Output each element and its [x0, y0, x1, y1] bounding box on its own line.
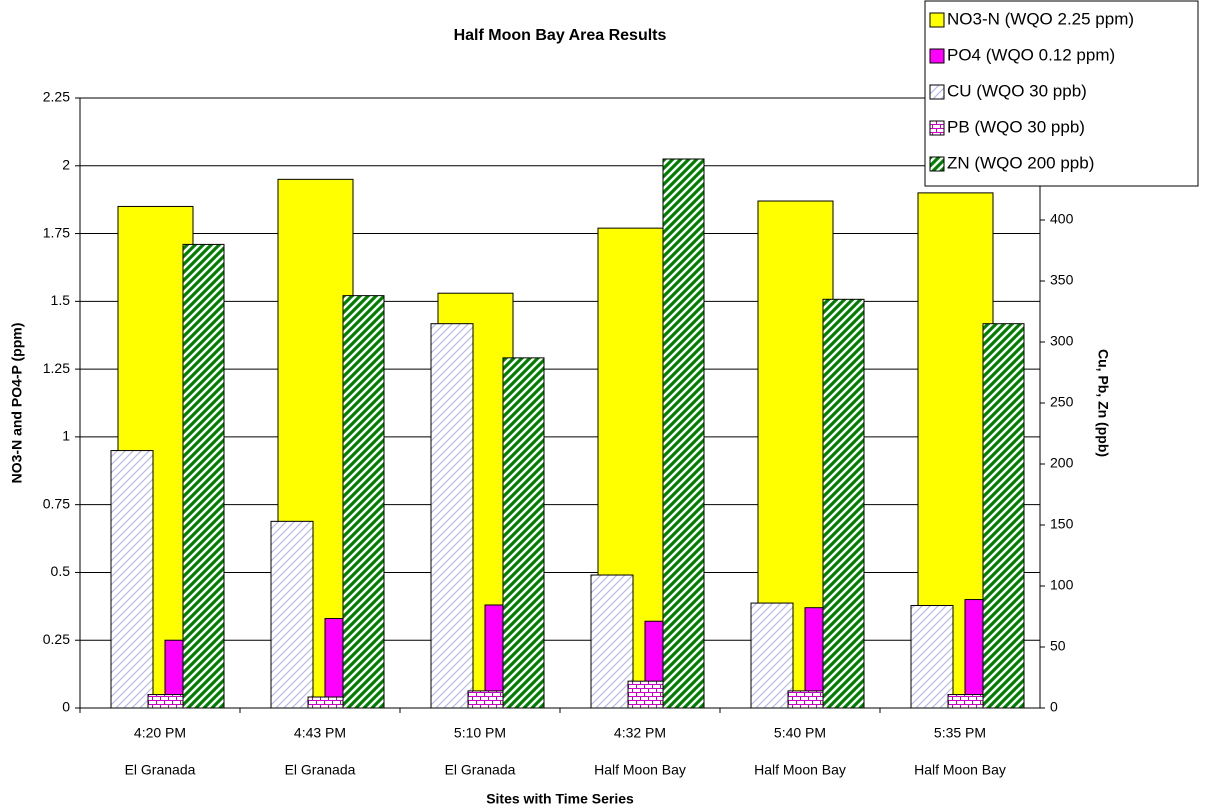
x-group-label: El Granada — [125, 762, 196, 778]
y-tick-label: 1.25 — [43, 360, 70, 376]
legend-label: ZN (WQO 200 ppb) — [947, 153, 1094, 172]
bar — [110, 450, 154, 709]
bar — [430, 323, 474, 709]
y2-tick-label: 150 — [1050, 516, 1074, 532]
bar — [342, 295, 385, 709]
x-group-label: El Granada — [285, 762, 356, 778]
bar — [627, 680, 664, 709]
bar — [324, 618, 344, 709]
legend-label: CU (WQO 30 ppb) — [947, 81, 1087, 100]
y2-tick-label: 400 — [1050, 211, 1074, 227]
y2-tick-label: 250 — [1050, 394, 1074, 410]
bar — [270, 520, 314, 709]
bar — [964, 599, 984, 709]
x-group-label: Half Moon Bay — [914, 762, 1006, 778]
legend-swatch — [929, 120, 945, 136]
x-group-label: El Granada — [445, 762, 516, 778]
x-tick-label: 4:32 PM — [614, 725, 666, 741]
y-tick-label: 2 — [62, 156, 70, 172]
bar — [787, 690, 824, 709]
y-tick-label: 1.5 — [51, 292, 71, 308]
y2-tick-label: 100 — [1050, 577, 1074, 593]
y-tick-label: 0 — [62, 699, 70, 715]
legend-swatch — [929, 12, 945, 28]
bar — [750, 602, 794, 709]
y2-axis-title: Cu, Pb, Zn (ppb) — [1095, 349, 1111, 457]
bar — [307, 696, 344, 709]
y-tick-label: 0.75 — [43, 495, 70, 511]
legend-label: PB (WQO 30 ppb) — [947, 117, 1085, 136]
legend-swatch — [929, 84, 945, 100]
bar — [590, 574, 634, 709]
legend-label: PO4 (WQO 0.12 ppm) — [947, 45, 1115, 64]
y-tick-label: 2.25 — [43, 89, 70, 105]
y2-tick-label: 300 — [1050, 333, 1074, 349]
bar — [147, 694, 184, 709]
x-tick-label: 4:43 PM — [294, 725, 346, 741]
x-tick-label: 5:35 PM — [934, 725, 986, 741]
y2-tick-label: 50 — [1050, 638, 1066, 654]
bar — [502, 357, 545, 709]
legend-swatch — [929, 156, 945, 172]
bar — [910, 605, 954, 709]
x-group-label: Half Moon Bay — [754, 762, 846, 778]
bar — [467, 690, 504, 709]
legend-swatch — [929, 48, 945, 64]
bar — [182, 243, 225, 709]
legend-label: NO3-N (WQO 2.25 ppm) — [947, 9, 1134, 28]
x-tick-label: 5:40 PM — [774, 725, 826, 741]
x-tick-label: 5:10 PM — [454, 725, 506, 741]
bar — [822, 298, 865, 709]
y-tick-label: 1 — [62, 428, 70, 444]
bar — [662, 158, 705, 709]
x-axis-title: Sites with Time Series — [486, 791, 634, 807]
y-tick-label: 0.25 — [43, 631, 70, 647]
x-group-label: Half Moon Bay — [594, 762, 686, 778]
legend-box — [924, 0, 1199, 187]
y2-tick-label: 350 — [1050, 272, 1074, 288]
y2-tick-label: 200 — [1050, 455, 1074, 471]
bar — [947, 694, 984, 709]
y2-tick-label: 0 — [1050, 699, 1058, 715]
y-tick-label: 1.75 — [43, 224, 70, 240]
chart-title: Half Moon Bay Area Results — [454, 27, 667, 44]
y-tick-label: 0.5 — [51, 563, 71, 579]
y-axis-title: NO3-N and PO4-P (ppm) — [9, 323, 25, 484]
bar — [982, 323, 1025, 709]
x-tick-label: 4:20 PM — [134, 725, 186, 741]
